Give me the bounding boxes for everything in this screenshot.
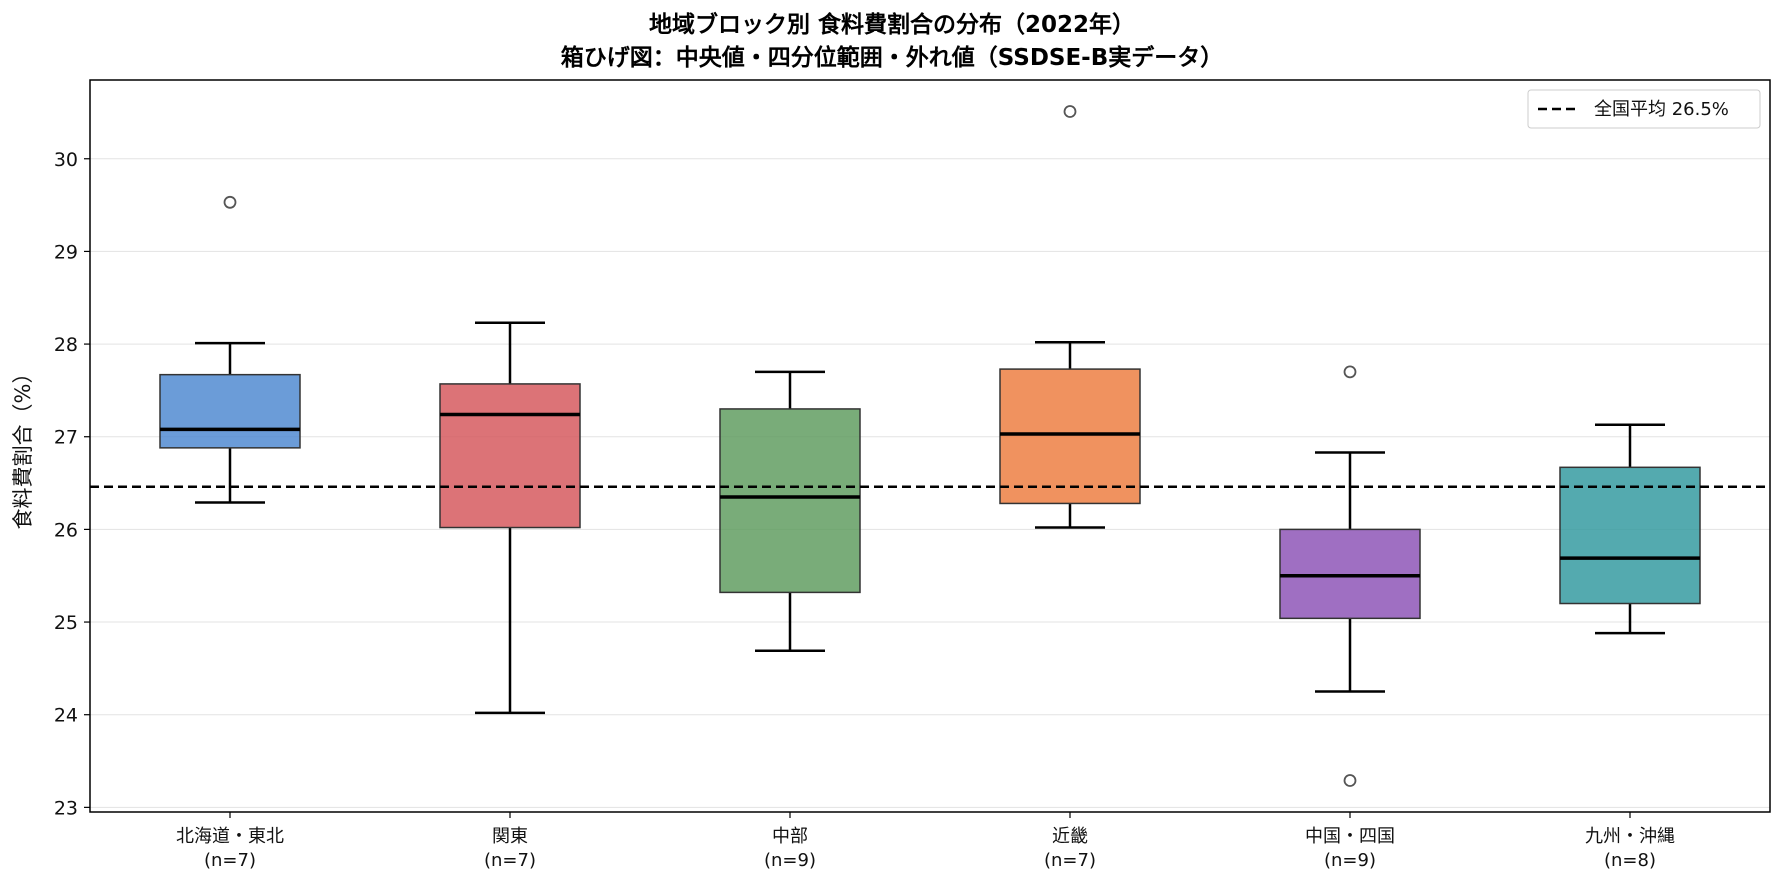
legend-box bbox=[1527, 89, 1761, 129]
x-category-label-4: 近畿 bbox=[1052, 826, 1088, 847]
y-tick-label-26: 26 bbox=[54, 519, 78, 541]
iqr-box bbox=[999, 368, 1141, 505]
box-series bbox=[159, 105, 1701, 787]
outlier-point-1 bbox=[1343, 365, 1357, 379]
y-axis-ticks: 23 24 25 26 27 28 29 30 bbox=[54, 149, 90, 819]
outlier-point-1 bbox=[223, 195, 237, 209]
grid-lines bbox=[90, 158, 1770, 808]
x-category-label-6: 九州・沖縄 bbox=[1585, 826, 1675, 847]
y-tick-label-24: 24 bbox=[54, 705, 78, 727]
x-category-count-6: (n=8) bbox=[1604, 850, 1656, 871]
box-6 bbox=[1559, 423, 1701, 635]
x-category-label-5: 中国・四国 bbox=[1305, 826, 1395, 847]
y-tick-label-23: 23 bbox=[54, 797, 78, 819]
iqr-box bbox=[1279, 528, 1421, 620]
y-tick-label-25: 25 bbox=[54, 612, 78, 634]
iqr-box bbox=[719, 408, 861, 594]
x-category-count-5: (n=9) bbox=[1324, 850, 1376, 871]
legend: 全国平均 26.5% bbox=[1527, 89, 1761, 129]
y-tick-label-28: 28 bbox=[54, 334, 78, 356]
x-category-count-2: (n=7) bbox=[484, 850, 536, 871]
iqr-box bbox=[1559, 466, 1701, 605]
y-tick-label-30: 30 bbox=[54, 149, 78, 171]
x-category-count-4: (n=7) bbox=[1044, 850, 1096, 871]
chart-title-line2: 箱ひげ図：中央値・四分位範囲・外れ値（SSDSE-B実データ） bbox=[561, 44, 1224, 71]
y-tick-label-27: 27 bbox=[54, 427, 78, 449]
y-axis-label: 食料費割合（%） bbox=[11, 363, 35, 530]
box-4 bbox=[999, 105, 1141, 529]
iqr-box bbox=[159, 373, 301, 449]
box-5 bbox=[1279, 365, 1421, 787]
x-category-label-2: 関東 bbox=[492, 826, 528, 847]
y-tick-label-29: 29 bbox=[54, 241, 78, 263]
box-2 bbox=[439, 321, 581, 715]
x-category-label-3: 中部 bbox=[772, 826, 808, 847]
x-category-label-1: 北海道・東北 bbox=[176, 826, 284, 847]
x-category-count-1: (n=7) bbox=[204, 850, 256, 871]
iqr-box bbox=[439, 383, 581, 529]
plot-frame bbox=[89, 79, 1771, 813]
outlier-point-1 bbox=[1063, 105, 1077, 118]
box-1 bbox=[159, 195, 301, 504]
legend-label: 全国平均 26.5% bbox=[1594, 99, 1729, 120]
chart-title-line1: 地域ブロック別 食料費割合の分布（2022年） bbox=[649, 11, 1135, 38]
box-3 bbox=[719, 370, 861, 653]
x-axis-categories: 北海道・東北 (n=7) 関東 (n=7) 中部 (n=9) 近畿 (n=7) 中国・四国 (n=… bbox=[176, 812, 1675, 871]
outlier-point-2 bbox=[1343, 774, 1357, 787]
x-category-count-3: (n=9) bbox=[764, 850, 816, 871]
